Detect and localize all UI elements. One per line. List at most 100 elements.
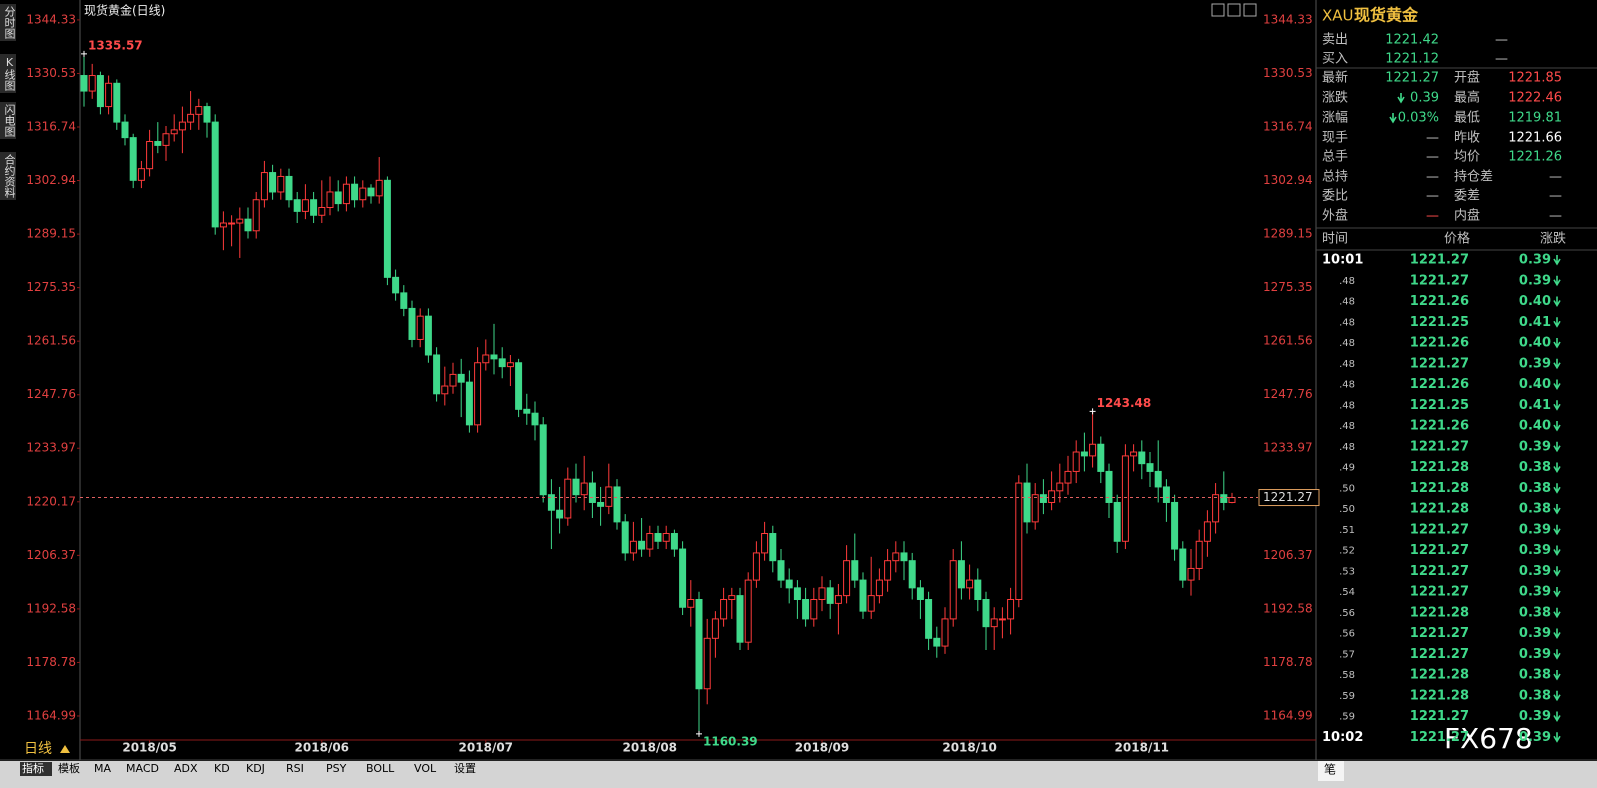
tick-change: 0.39 [1519,626,1551,641]
candle-body [875,579,883,597]
candle-body [465,381,473,426]
quote-label: 内盘 [1454,208,1480,224]
tick-price: 1221.27 [1410,253,1469,268]
quote-label: 最新 [1322,70,1348,86]
candle-body [884,560,892,581]
period-label[interactable]: 日线 [24,741,52,757]
y-tick-label: 1247.76 [26,387,76,401]
y-tick-label-right: 1192.58 [1263,601,1313,615]
candle-body [687,598,695,608]
quote-value: 1222.46 [1508,91,1562,106]
sidebar-tab[interactable]: 合约资料 [0,152,16,200]
candle-body [974,579,982,600]
tick-change: 0.39 [1519,709,1551,724]
down-arrow [1553,607,1561,619]
toolbar-item[interactable]: 指标 [22,761,44,775]
candle-body [474,362,482,426]
tick-price: 1221.26 [1410,377,1469,392]
tick-header: 价格 [1444,231,1470,247]
down-arrow [1553,504,1561,515]
tick-price: 1221.26 [1410,336,1469,351]
quote-value: — [1426,189,1439,204]
candle-body [416,315,424,340]
watermark: FX678 [1444,722,1533,755]
candle-body [761,533,769,554]
toolbar-item[interactable]: ADX [174,762,198,775]
tick-header: 涨跌 [1540,231,1566,247]
tick-time: .48 [1339,297,1355,308]
tick-time: .48 [1339,317,1355,328]
candle-body [908,560,916,589]
candle-body [129,137,137,181]
down-arrow [1553,275,1561,287]
toolbar-item[interactable]: RSI [286,762,304,775]
tick-change: 0.40 [1519,336,1551,351]
down-arrow [1553,358,1561,370]
tick-change: 0.39 [1519,253,1551,268]
toolbar-item[interactable]: PSY [326,762,347,775]
tick-change: 0.41 [1519,398,1551,413]
candle-body [933,637,941,647]
candle-body [900,552,908,562]
tick-change: 0.39 [1519,273,1551,288]
toolbar-item[interactable]: VOL [414,762,437,775]
down-arrow [1553,400,1561,411]
quote-symbol: XAU [1322,7,1354,25]
tick-price: 1221.27 [1410,439,1469,454]
quote-label: 涨跌 [1322,90,1348,106]
tick-time: .48 [1339,421,1355,432]
y-tick-label: 1275.35 [26,280,76,294]
candle-body [588,482,596,503]
toolbar-item[interactable]: BOLL [366,762,395,775]
period-arrow[interactable] [60,745,70,753]
y-tick-label-right: 1233.97 [1263,441,1313,455]
quote-value: — [1426,209,1439,224]
down-arrow [1553,317,1561,328]
candle-body [662,533,670,542]
candle-body [1015,482,1023,600]
tick-time: .49 [1339,463,1355,474]
candle-body [342,183,350,205]
candle-body [498,358,506,368]
y-tick-label: 1289.15 [26,227,76,241]
tick-change: 0.39 [1519,564,1551,579]
quote-value: 1221.42 [1385,33,1439,48]
candle-body [408,307,416,340]
sidebar-tab[interactable]: 分时图 [0,4,16,41]
sidebar-tab[interactable]: K线图 [0,54,16,93]
footer-tab[interactable]: 笔 [1324,762,1336,777]
y-tick-label: 1344.33 [26,12,76,26]
candle-body [572,478,580,496]
toolbar-item[interactable]: KDJ [246,762,265,775]
toolbar-item[interactable]: KD [214,762,230,775]
candle-body [736,595,744,643]
sidebar-tab[interactable]: 闪电图 [0,102,16,139]
candle-body [785,579,793,589]
candle-body [457,373,465,383]
quote-value: — [1426,170,1439,185]
candle-body [301,199,309,212]
candle-body [539,424,547,496]
extreme-marker [81,50,87,57]
quote-value: 1221.85 [1508,71,1562,86]
down-arrow [1553,587,1561,598]
toolbar-item[interactable]: 设置 [454,762,476,775]
tick-time: .50 [1339,504,1355,515]
window-buttons[interactable] [1211,3,1257,17]
y-tick-label: 1220.17 [26,494,76,508]
toolbar-item[interactable]: MA [94,762,111,775]
candle-body [1220,494,1228,503]
candle-body [113,82,121,123]
quote-value: 1221.26 [1508,150,1562,165]
candle-body [531,412,539,426]
quote-label: 总手 [1322,150,1348,165]
quote-label: — [1495,33,1508,48]
candle-body [154,141,162,146]
extreme-label: 1243.48 [1097,396,1152,410]
quote-value: 1221.66 [1508,131,1562,146]
toolbar-item[interactable]: MACD [126,762,159,775]
toolbar-item[interactable]: 模板 [58,761,80,775]
x-tick-label: 2018/10 [942,741,996,755]
candle-body [892,552,900,562]
